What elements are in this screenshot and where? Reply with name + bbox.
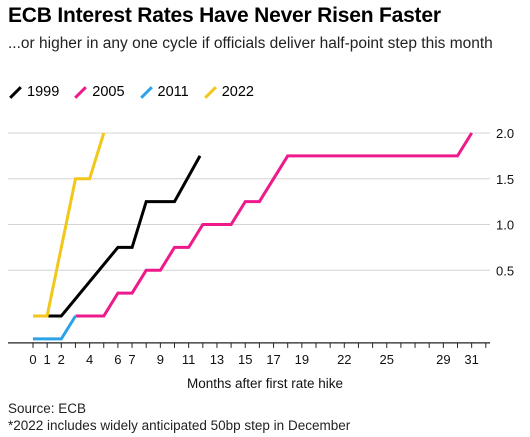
x-tick-label: 2: [58, 352, 65, 367]
y-tick-label: 2.0: [496, 126, 514, 141]
x-tick-label: 1: [44, 352, 51, 367]
legend-item-2011: 2011: [139, 84, 189, 100]
x-axis-label: Months after first rate hike: [187, 376, 343, 391]
x-tick-label: 13: [210, 352, 224, 367]
legend-swatch-1999: [9, 85, 22, 99]
x-tick-label: 22: [337, 352, 351, 367]
legend-label-2011: 2011: [157, 84, 189, 100]
legend-item-2022: 2022: [203, 84, 254, 100]
x-tick-label: 17: [266, 352, 280, 367]
legend-item-2005: 2005: [73, 84, 125, 100]
series-line-2005: [75, 132, 473, 318]
x-tick-label: 31: [464, 352, 478, 367]
x-tick-label: 7: [128, 352, 135, 367]
series-lines: [33, 132, 473, 341]
y-tick-label: 0.5: [496, 263, 514, 278]
grid: [8, 132, 490, 271]
source-note: Source: ECB: [8, 401, 87, 416]
series-line-2022: [33, 132, 106, 318]
series-line-2011: [33, 315, 77, 341]
legend-swatch-2005: [74, 85, 88, 99]
footnote: *2022 includes widely anticipated 50bp s…: [8, 418, 351, 433]
y-tick-label: 1.0: [496, 218, 514, 233]
series-line-1999: [47, 155, 202, 318]
x-tick-label: 29: [436, 352, 450, 367]
legend-label-2005: 2005: [92, 84, 125, 100]
legend-swatch-2022: [203, 85, 217, 99]
legend-label-2022: 2022: [221, 84, 254, 100]
legend-swatch-2011: [139, 85, 153, 99]
x-tick-label: 19: [295, 352, 309, 367]
legend: 1999 2005 2011 2022: [8, 84, 254, 100]
x-tick-label: 0: [29, 352, 36, 367]
rate-chart: 0.51.01.52.02.5 percentage points0124679…: [8, 126, 514, 391]
axes: 0.51.01.52.02.5 percentage points0124679…: [8, 126, 514, 391]
x-tick-label: 11: [182, 352, 196, 367]
chart-subtitle: ...or higher in any one cycle if officia…: [8, 35, 493, 52]
x-tick-label: 4: [86, 352, 93, 367]
legend-item-1999: 1999: [8, 84, 59, 100]
x-tick-label: 25: [380, 352, 394, 367]
x-tick-label: 6: [114, 352, 121, 367]
legend-label-1999: 1999: [27, 84, 60, 100]
x-tick-label: 9: [157, 352, 164, 367]
chart-title: ECB Interest Rates Have Never Risen Fast…: [8, 4, 441, 27]
x-tick-label: 15: [238, 352, 252, 367]
y-tick-label: 1.5: [496, 172, 514, 187]
